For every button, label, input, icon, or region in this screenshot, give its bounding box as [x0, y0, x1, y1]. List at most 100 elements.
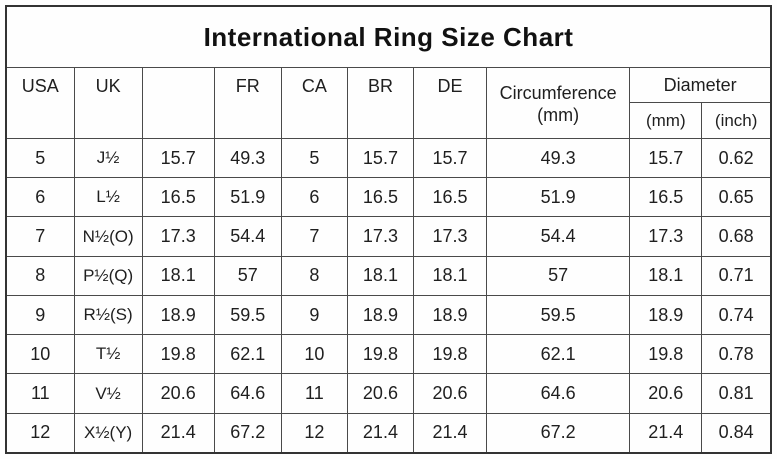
- cell-diameter-inch: 0.65: [701, 177, 772, 218]
- cell-circumference: 57: [486, 255, 631, 296]
- col-header-circumference: Circumference (mm): [486, 67, 631, 139]
- cell-diameter-inch: 0.68: [701, 216, 772, 257]
- cell-diameter-mm: 18.1: [629, 255, 703, 296]
- cell-usa: 10: [5, 334, 75, 375]
- col-header-usa: USA: [5, 67, 75, 139]
- cell-diameter-mm: 17.3: [629, 216, 703, 257]
- cell-diameter-inch: 0.78: [701, 334, 772, 375]
- col-header-fr: FR: [213, 67, 282, 139]
- header-row: USA UK FR CA BR DE Circumference (mm) Di…: [5, 67, 772, 139]
- col-header-de: DE: [412, 67, 488, 139]
- cell-diameter-inch: 0.74: [701, 294, 772, 336]
- cell-unnamed: 15.7: [141, 137, 215, 179]
- table-row: 12 X½(Y) 21.4 67.2 12 21.4 21.4 67.2 21.…: [5, 412, 772, 454]
- cell-br: 17.3: [346, 216, 414, 257]
- cell-usa: 9: [5, 294, 75, 336]
- cell-unnamed: 21.4: [141, 412, 215, 454]
- cell-fr: 59.5: [213, 294, 282, 336]
- cell-de: 18.1: [412, 255, 488, 296]
- cell-br: 21.4: [346, 412, 414, 454]
- cell-fr: 62.1: [213, 334, 282, 375]
- cell-uk: J½: [73, 137, 143, 179]
- col-header-uk: UK: [73, 67, 143, 139]
- table-row: 7 N½(O) 17.3 54.4 7 17.3 17.3 54.4 17.3 …: [5, 216, 772, 257]
- cell-diameter-mm: 15.7: [629, 137, 703, 179]
- cell-ca: 5: [280, 137, 348, 179]
- circumference-unit: (mm): [537, 105, 580, 125]
- cell-unnamed: 17.3: [141, 216, 215, 257]
- col-header-ca: CA: [280, 67, 348, 139]
- cell-de: 18.9: [412, 294, 488, 336]
- cell-ca: 8: [280, 255, 348, 296]
- table-row: 11 V½ 20.6 64.6 11 20.6 20.6 64.6 20.6 0…: [5, 373, 772, 414]
- table-row: 10 T½ 19.8 62.1 10 19.8 19.8 62.1 19.8 0…: [5, 334, 772, 375]
- cell-de: 21.4: [412, 412, 488, 454]
- cell-diameter-mm: 18.9: [629, 294, 703, 336]
- cell-diameter-mm: 21.4: [629, 412, 703, 454]
- cell-ca: 10: [280, 334, 348, 375]
- cell-unnamed: 19.8: [141, 334, 215, 375]
- col-header-unnamed: [141, 67, 215, 139]
- cell-diameter-inch: 0.71: [701, 255, 772, 296]
- cell-usa: 8: [5, 255, 75, 296]
- cell-ca: 6: [280, 177, 348, 218]
- cell-br: 16.5: [346, 177, 414, 218]
- cell-de: 20.6: [412, 373, 488, 414]
- cell-uk: P½(Q): [73, 255, 143, 296]
- cell-diameter-inch: 0.62: [701, 137, 772, 179]
- col-header-br: BR: [346, 67, 414, 139]
- cell-br: 18.9: [346, 294, 414, 336]
- cell-uk: X½(Y): [73, 412, 143, 454]
- cell-unnamed: 18.9: [141, 294, 215, 336]
- cell-usa: 11: [5, 373, 75, 414]
- col-header-diameter-inch: (inch): [701, 102, 772, 139]
- col-header-diameter-mm: (mm): [629, 102, 703, 139]
- cell-br: 18.1: [346, 255, 414, 296]
- cell-ca: 7: [280, 216, 348, 257]
- cell-unnamed: 20.6: [141, 373, 215, 414]
- cell-circumference: 49.3: [486, 137, 631, 179]
- cell-br: 15.7: [346, 137, 414, 179]
- cell-fr: 67.2: [213, 412, 282, 454]
- cell-circumference: 64.6: [486, 373, 631, 414]
- cell-fr: 64.6: [213, 373, 282, 414]
- page-title: International Ring Size Chart: [5, 5, 772, 68]
- table-row: 8 P½(Q) 18.1 57 8 18.1 18.1 57 18.1 0.71: [5, 255, 772, 296]
- cell-unnamed: 18.1: [141, 255, 215, 296]
- col-header-diameter: Diameter: [629, 67, 772, 103]
- cell-fr: 51.9: [213, 177, 282, 218]
- cell-circumference: 67.2: [486, 412, 631, 454]
- cell-de: 16.5: [412, 177, 488, 218]
- cell-de: 15.7: [412, 137, 488, 179]
- cell-fr: 57: [213, 255, 282, 296]
- cell-diameter-inch: 0.84: [701, 412, 772, 454]
- cell-uk: N½(O): [73, 216, 143, 257]
- cell-circumference: 59.5: [486, 294, 631, 336]
- cell-uk: T½: [73, 334, 143, 375]
- cell-diameter-inch: 0.81: [701, 373, 772, 414]
- cell-usa: 12: [5, 412, 75, 454]
- ring-size-table: International Ring Size Chart USA UK FR …: [5, 5, 772, 454]
- cell-uk: L½: [73, 177, 143, 218]
- cell-ca: 11: [280, 373, 348, 414]
- table-row: 9 R½(S) 18.9 59.5 9 18.9 18.9 59.5 18.9 …: [5, 294, 772, 336]
- cell-usa: 5: [5, 137, 75, 179]
- cell-de: 17.3: [412, 216, 488, 257]
- cell-fr: 49.3: [213, 137, 282, 179]
- table-row: 6 L½ 16.5 51.9 6 16.5 16.5 51.9 16.5 0.6…: [5, 177, 772, 218]
- cell-br: 19.8: [346, 334, 414, 375]
- cell-ca: 12: [280, 412, 348, 454]
- cell-usa: 6: [5, 177, 75, 218]
- cell-ca: 9: [280, 294, 348, 336]
- cell-br: 20.6: [346, 373, 414, 414]
- cell-circumference: 51.9: [486, 177, 631, 218]
- table-row: 5 J½ 15.7 49.3 5 15.7 15.7 49.3 15.7 0.6…: [5, 137, 772, 179]
- cell-usa: 7: [5, 216, 75, 257]
- circumference-label: Circumference: [499, 83, 617, 104]
- cell-fr: 54.4: [213, 216, 282, 257]
- cell-unnamed: 16.5: [141, 177, 215, 218]
- cell-uk: V½: [73, 373, 143, 414]
- cell-circumference: 62.1: [486, 334, 631, 375]
- cell-de: 19.8: [412, 334, 488, 375]
